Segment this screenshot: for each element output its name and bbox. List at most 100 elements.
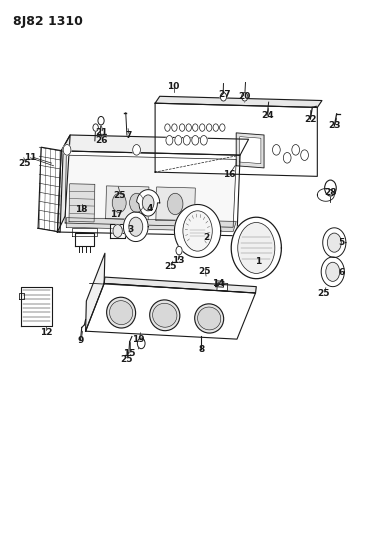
Text: 23: 23	[328, 122, 340, 131]
Text: 12: 12	[40, 328, 52, 337]
Polygon shape	[65, 155, 236, 227]
Polygon shape	[123, 212, 148, 241]
Circle shape	[129, 217, 143, 236]
Polygon shape	[155, 103, 317, 176]
Circle shape	[200, 124, 205, 131]
Circle shape	[112, 193, 126, 213]
Circle shape	[183, 211, 212, 251]
Polygon shape	[240, 136, 261, 164]
Text: 25: 25	[113, 191, 125, 200]
Polygon shape	[137, 190, 160, 216]
Text: 5: 5	[338, 238, 344, 247]
Circle shape	[325, 180, 336, 196]
Circle shape	[301, 150, 308, 160]
Polygon shape	[106, 186, 149, 220]
Text: 19: 19	[132, 335, 145, 344]
Text: 22: 22	[304, 115, 317, 124]
Text: 27: 27	[218, 90, 231, 99]
Polygon shape	[86, 284, 256, 339]
Circle shape	[213, 124, 219, 131]
Circle shape	[220, 124, 225, 131]
Text: 10: 10	[167, 82, 179, 91]
Circle shape	[326, 262, 340, 281]
Ellipse shape	[107, 297, 136, 328]
Text: 4: 4	[147, 204, 153, 213]
Text: 25: 25	[120, 355, 132, 364]
Polygon shape	[61, 135, 249, 155]
Ellipse shape	[152, 303, 177, 327]
Text: 9: 9	[77, 336, 84, 345]
Circle shape	[142, 195, 154, 211]
Circle shape	[165, 124, 170, 131]
Polygon shape	[72, 228, 97, 236]
Polygon shape	[21, 287, 52, 326]
Circle shape	[63, 144, 71, 155]
Text: 25: 25	[318, 288, 330, 297]
Polygon shape	[19, 293, 24, 300]
Text: 3: 3	[128, 225, 134, 234]
Text: 8J82 1310: 8J82 1310	[13, 14, 83, 28]
Text: 24: 24	[261, 111, 273, 120]
Circle shape	[283, 152, 291, 163]
Circle shape	[192, 135, 199, 145]
Text: 2: 2	[203, 233, 209, 242]
Text: 21: 21	[95, 128, 107, 137]
Circle shape	[193, 124, 198, 131]
Circle shape	[137, 338, 145, 349]
Text: 8: 8	[198, 345, 205, 354]
Polygon shape	[174, 205, 221, 257]
Polygon shape	[155, 96, 322, 108]
Circle shape	[207, 124, 212, 131]
Polygon shape	[323, 228, 346, 257]
Circle shape	[176, 246, 182, 255]
Polygon shape	[58, 151, 240, 236]
Text: 28: 28	[324, 188, 337, 197]
Circle shape	[273, 144, 280, 155]
Circle shape	[183, 135, 190, 145]
Circle shape	[242, 93, 248, 101]
Circle shape	[172, 124, 177, 131]
Circle shape	[200, 135, 207, 145]
Text: 16: 16	[223, 170, 235, 179]
Text: 25: 25	[164, 262, 177, 271]
Text: 17: 17	[110, 210, 123, 219]
Text: 26: 26	[96, 136, 108, 146]
Text: 7: 7	[126, 131, 132, 140]
Polygon shape	[66, 217, 236, 231]
Text: 25: 25	[18, 159, 31, 167]
Polygon shape	[156, 187, 195, 221]
Polygon shape	[216, 281, 224, 287]
Polygon shape	[104, 277, 256, 293]
Circle shape	[133, 144, 140, 155]
Circle shape	[292, 144, 300, 155]
Text: 13: 13	[172, 256, 184, 265]
Text: 6: 6	[338, 268, 344, 277]
Ellipse shape	[110, 301, 133, 325]
Circle shape	[179, 124, 185, 131]
Circle shape	[186, 124, 191, 131]
Text: 20: 20	[238, 92, 251, 101]
Circle shape	[113, 224, 122, 237]
Polygon shape	[321, 257, 344, 287]
Polygon shape	[110, 224, 125, 238]
Polygon shape	[75, 233, 94, 246]
Polygon shape	[58, 135, 70, 232]
Ellipse shape	[150, 300, 180, 330]
Text: 15: 15	[123, 350, 135, 359]
Ellipse shape	[195, 304, 224, 333]
Text: 14: 14	[212, 279, 225, 288]
Polygon shape	[86, 253, 105, 331]
Text: 1: 1	[255, 257, 261, 265]
Circle shape	[221, 93, 226, 101]
Polygon shape	[236, 133, 264, 168]
Ellipse shape	[198, 307, 221, 330]
Circle shape	[328, 233, 341, 252]
Text: 18: 18	[75, 205, 88, 214]
Text: 25: 25	[198, 268, 210, 276]
Circle shape	[130, 193, 144, 213]
Polygon shape	[231, 217, 281, 279]
Circle shape	[175, 135, 182, 145]
Polygon shape	[69, 184, 95, 222]
Circle shape	[238, 222, 275, 273]
Circle shape	[98, 116, 104, 125]
